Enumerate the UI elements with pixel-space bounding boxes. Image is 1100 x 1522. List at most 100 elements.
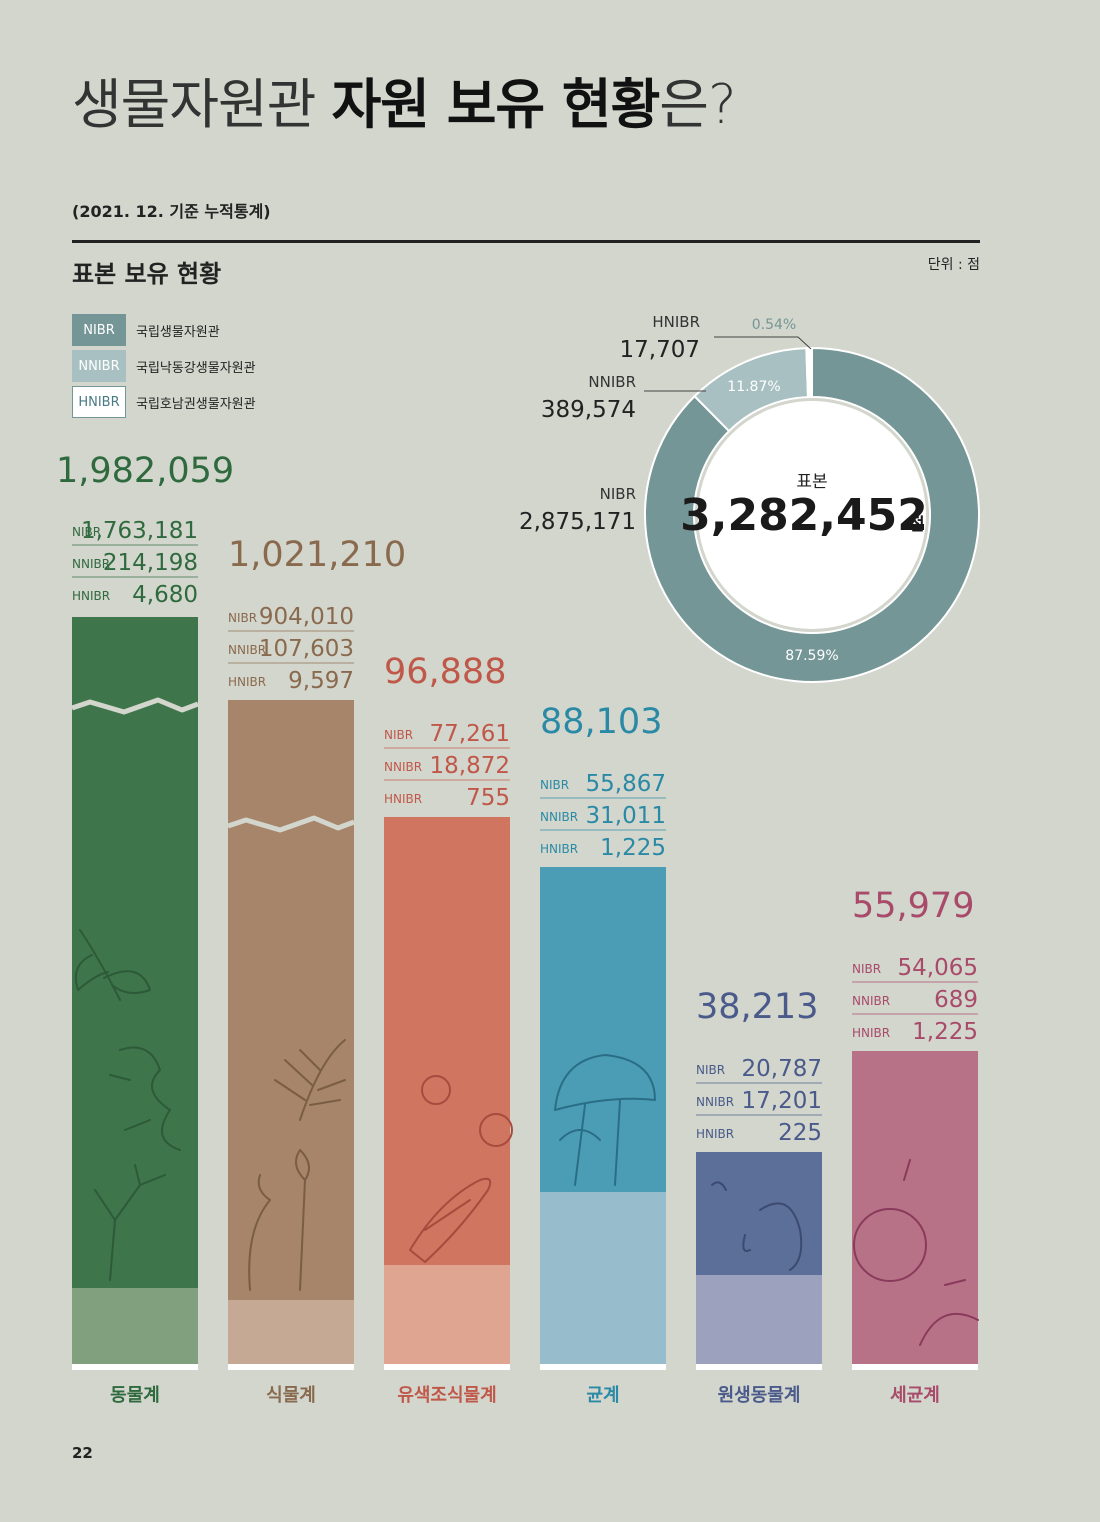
bar-breakdown-value-cat6-nibr: 54,065: [898, 955, 978, 981]
page-title: 생물자원관 자원 보유 현황은?: [72, 78, 737, 132]
bar-hnibr-cat1: [72, 1364, 198, 1370]
bar-breakdown-code-cat4-nibr: NIBR: [540, 778, 569, 792]
donut-center-unit: 점: [909, 515, 925, 535]
bar-nnibr-cat3: [384, 1265, 510, 1370]
bar-total-cat6: 55,979: [852, 886, 974, 926]
bar-total-cat1: 1,982,059: [56, 451, 234, 491]
bar-breakdown-code-cat1-hnibr: HNIBR: [72, 589, 110, 603]
bar-hnibr-cat2: [228, 1364, 354, 1370]
donut-label-hnibr-value: 17,707: [620, 337, 700, 363]
legend-label-nibr: 국립생물자원관: [136, 324, 220, 340]
bar-nnibr-cat2: [228, 1300, 354, 1370]
fern-icon: [274, 1039, 346, 1121]
bar-nibr-cat6: [852, 1051, 978, 1370]
bar-breakdown-code-cat5-hnibr: HNIBR: [696, 1127, 734, 1141]
bar-breakdown-value-cat4-hnibr: 1,225: [600, 835, 666, 861]
legend-swatch-nnibr: NNIBR: [72, 350, 126, 382]
kelp-icon: [409, 1177, 492, 1263]
bar-breakdown-value-cat6-hnibr: 1,225: [912, 1019, 978, 1045]
title-regular: 생물자원관: [72, 73, 332, 136]
bar-breakdown-value-cat5-nibr: 20,787: [742, 1056, 822, 1082]
donut-label-nibr-code: NIBR: [600, 485, 636, 503]
bar-breakdown-value-cat2-nibr: 904,010: [259, 604, 354, 630]
axis-break-cat2: [227, 815, 355, 833]
donut-center: [698, 401, 926, 629]
bar-category-label-cat4: 균계: [586, 1385, 619, 1406]
donut-slice-hnibr: [805, 346, 813, 399]
lizard-icon: [109, 1046, 181, 1151]
bar-breakdown-value-cat5-hnibr: 225: [778, 1120, 822, 1146]
bar-breakdown-code-cat3-nibr: NIBR: [384, 728, 413, 742]
page-number: 22: [72, 1444, 93, 1462]
donut-label-nibr-value: 2,875,171: [519, 509, 636, 535]
bar-total-cat3: 96,888: [384, 652, 506, 692]
wheat-icon: [248, 1149, 310, 1291]
bar-group-cat4: [540, 867, 666, 1370]
legend-label-nnibr: 국립낙동강생물자원관: [136, 360, 256, 376]
bar-breakdown-value-cat2-nnibr: 107,603: [259, 636, 354, 662]
bar-group-cat2: [227, 700, 355, 1370]
bar-breakdown-code-cat2-nibr: NIBR: [228, 611, 257, 625]
bar-breakdown-value-cat1-nibr: 1,763,181: [81, 518, 198, 544]
bar-breakdown-code-cat4-nnibr: NNIBR: [540, 810, 578, 824]
diatom-icon: [421, 1075, 451, 1105]
bar-breakdown-value-cat3-nibr: 77,261: [430, 721, 510, 747]
title-bold: 자원 보유 현황: [331, 73, 661, 136]
section-title: 표본 보유 현황: [72, 260, 222, 288]
bar-breakdown-code-cat1-nnibr: NNIBR: [72, 557, 110, 571]
bar-breakdown-code-cat6-nnibr: NNIBR: [852, 994, 890, 1008]
bar-breakdown-code-cat3-hnibr: HNIBR: [384, 792, 422, 806]
donut-label-nnibr-value: 389,574: [541, 397, 636, 423]
dragonfly-icon: [74, 929, 151, 1001]
bar-hnibr-cat5: [696, 1364, 822, 1370]
bar-total-cat2: 1,021,210: [228, 535, 406, 575]
bar-breakdown-value-cat3-hnibr: 755: [466, 785, 510, 811]
bar-nnibr-cat1: [72, 1288, 198, 1370]
donut-leader-hnibr: [714, 336, 812, 350]
donut-center-label: 표본: [796, 472, 827, 492]
bar-breakdown-value-cat6-nnibr: 689: [934, 987, 978, 1013]
bar-breakdown-code-cat2-nnibr: NNIBR: [228, 643, 266, 657]
legend-swatch-hnibr: HNIBR: [72, 386, 126, 418]
donut-center-total: 3,282,452: [680, 490, 928, 541]
donut-label-nnibr-code: NNIBR: [588, 373, 636, 391]
bar-breakdown-value-cat4-nnibr: 31,011: [586, 803, 666, 829]
legend-label-hnibr: 국립호남권생물자원관: [136, 396, 256, 412]
bar-breakdown-code-cat6-nibr: NIBR: [852, 962, 881, 976]
bar-breakdown-code-cat1-nibr: NIBR: [72, 525, 101, 539]
petri-dish-icon: [853, 1208, 927, 1282]
bar-category-label-cat3: 유색조식물계: [397, 1385, 496, 1406]
bar-breakdown-code-cat6-hnibr: HNIBR: [852, 1026, 890, 1040]
donut-percent-nnibr: 11.87%: [727, 379, 780, 395]
bar-breakdown-value-cat1-nnibr: 214,198: [103, 550, 198, 576]
bar-breakdown-code-cat2-hnibr: HNIBR: [228, 675, 266, 689]
donut-label-hnibr-code: HNIBR: [652, 313, 700, 331]
bar-breakdown-value-cat3-nnibr: 18,872: [430, 753, 510, 779]
bar-group-cat6: [852, 1051, 978, 1370]
bar-breakdown-code-cat5-nibr: NIBR: [696, 1063, 725, 1077]
bacteria-icon: [903, 1159, 979, 1346]
unit-label: 단위 : 점: [927, 257, 980, 273]
bar-hnibr-cat6: [852, 1364, 978, 1370]
legend-swatch-nibr: NIBR: [72, 314, 126, 346]
legend: NIBR 국립생물자원관 NNIBR 국립낙동강생물자원관 HNIBR 국립호남…: [72, 312, 256, 420]
diatom-icon-2: [479, 1113, 513, 1147]
coral-icon: [94, 1164, 166, 1281]
bar-nnibr-cat4: [540, 1192, 666, 1370]
axis-break-cat1: [71, 697, 199, 715]
donut-percent-nibr: 87.59%: [785, 648, 838, 664]
bar-breakdown-value-cat5-nnibr: 17,201: [742, 1088, 822, 1114]
bar-nibr-cat2: [228, 700, 354, 1370]
bar-total-cat5: 38,213: [696, 987, 818, 1027]
bar-breakdown-code-cat3-nnibr: NNIBR: [384, 760, 422, 774]
section-divider: [72, 240, 980, 243]
bar-breakdown-code-cat5-nnibr: NNIBR: [696, 1095, 734, 1109]
decorative-illustrations: [74, 929, 979, 1346]
bar-breakdown-value-cat4-nibr: 55,867: [586, 771, 666, 797]
bar-group-cat3: [384, 817, 510, 1370]
bar-hnibr-cat3: [384, 1364, 510, 1370]
bar-breakdown-value-cat1-hnibr: 4,680: [132, 582, 198, 608]
bar-hnibr-cat4: [540, 1364, 666, 1370]
mushroom-icon: [554, 1054, 656, 1186]
